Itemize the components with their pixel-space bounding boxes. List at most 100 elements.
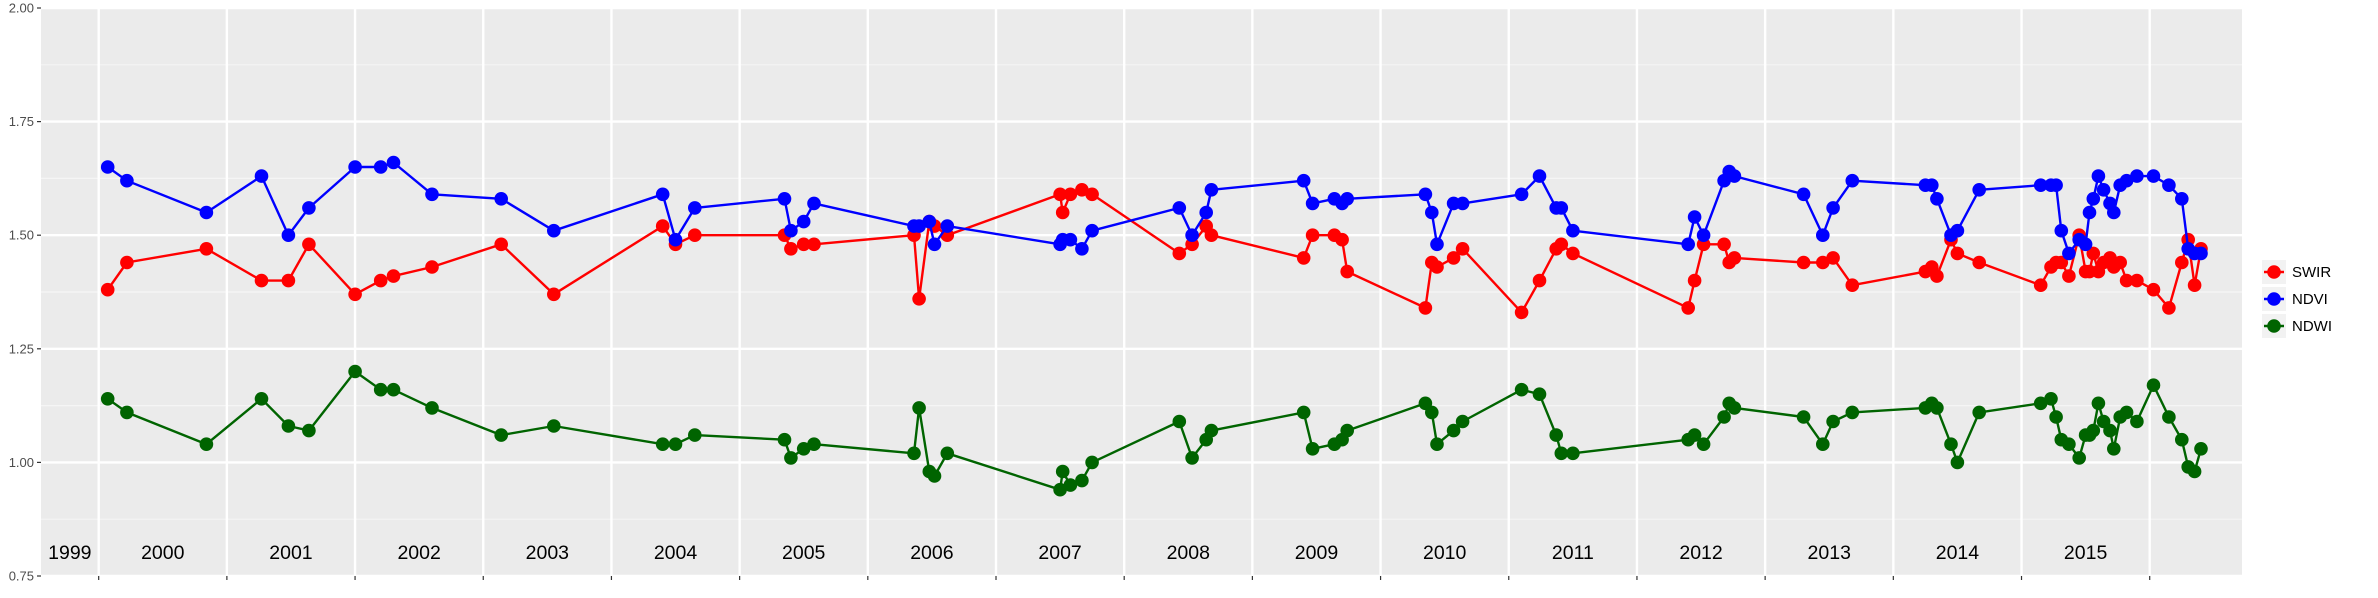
- data-point-swir: [2146, 282, 2161, 297]
- data-point-ndvi: [1826, 201, 1840, 215]
- data-point-ndvi: [302, 201, 316, 215]
- data-point-ndvi: [1430, 237, 1444, 252]
- data-point-ndwi: [1845, 405, 1860, 420]
- year-label: 2014: [1936, 542, 1980, 564]
- data-point-ndwi: [1554, 446, 1569, 461]
- data-point-ndvi: [1418, 187, 1433, 202]
- data-point-swir: [1296, 251, 1311, 265]
- data-point-ndvi: [807, 196, 821, 211]
- data-point-ndvi: [1554, 201, 1569, 215]
- data-point-swir: [1514, 305, 1529, 320]
- legend-key-point: [2267, 265, 2281, 279]
- data-point-ndwi: [348, 364, 362, 379]
- data-point-swir: [1075, 183, 1089, 197]
- data-point-ndvi: [120, 173, 134, 188]
- data-point-ndwi: [912, 401, 926, 415]
- data-point-ndwi: [1085, 455, 1099, 470]
- data-point-swir: [784, 242, 798, 256]
- major-gridlines: [41, 6, 2242, 578]
- data-point-ndwi: [1425, 405, 1439, 420]
- data-point-ndwi: [688, 428, 702, 442]
- data-point-ndwi: [1727, 401, 1742, 415]
- data-point-swir: [1204, 228, 1219, 242]
- data-point-swir: [1681, 301, 1695, 315]
- data-point-swir: [1566, 246, 1580, 261]
- year-label: 2004: [654, 542, 698, 564]
- data-point-swir: [425, 260, 439, 274]
- data-point-ndvi: [2086, 192, 2101, 206]
- data-point-ndwi: [1430, 437, 1444, 452]
- data-point-ndwi: [940, 446, 955, 461]
- data-point-swir: [2054, 255, 2069, 270]
- data-point-ndvi: [2049, 178, 2063, 192]
- legend-key-point: [2267, 319, 2281, 333]
- data-point-ndwi: [2072, 451, 2086, 465]
- year-label: 2008: [1167, 542, 1210, 564]
- data-point-swir: [1554, 237, 1569, 252]
- data-point-ndvi: [1816, 228, 1830, 242]
- data-point-swir: [1455, 242, 1470, 256]
- data-point-ndvi: [1696, 228, 1711, 242]
- data-point-swir: [2130, 273, 2144, 288]
- year-label: 2005: [782, 542, 826, 564]
- data-point-ndvi: [1925, 178, 1939, 192]
- data-point-ndwi: [777, 432, 792, 447]
- data-point-swir: [100, 282, 115, 297]
- year-label: 2002: [397, 542, 440, 564]
- data-point-ndvi: [1566, 223, 1580, 238]
- y-tick-label: 1.00: [9, 455, 34, 470]
- data-point-swir: [1446, 251, 1461, 265]
- data-point-ndvi: [2078, 237, 2093, 252]
- data-point-ndwi: [907, 446, 921, 461]
- data-point-swir: [2086, 246, 2101, 261]
- data-point-ndwi: [425, 401, 439, 415]
- y-tick-label: 2.00: [9, 1, 34, 16]
- data-point-swir: [1727, 251, 1742, 265]
- data-point-ndwi: [1204, 423, 1219, 438]
- data-point-ndvi: [2062, 246, 2076, 261]
- y-tick-label: 0.75: [9, 569, 34, 584]
- data-point-ndvi: [922, 214, 937, 229]
- data-point-swir: [494, 237, 509, 252]
- series-layer: [100, 155, 2208, 497]
- data-point-ndvi: [2096, 183, 2111, 197]
- data-point-swir: [2033, 278, 2048, 293]
- data-point-swir: [2113, 255, 2127, 270]
- x-axis: [98, 576, 2151, 580]
- data-point-ndvi: [425, 187, 439, 202]
- y-tick-label: 1.50: [9, 228, 34, 243]
- data-point-ndwi: [1930, 401, 1944, 415]
- data-point-ndwi: [1796, 410, 1811, 424]
- data-point-ndwi: [1446, 423, 1461, 438]
- data-point-ndvi: [927, 237, 942, 252]
- data-point-ndwi: [120, 405, 134, 420]
- data-point-ndvi: [784, 223, 798, 238]
- data-point-ndwi: [927, 469, 942, 483]
- data-point-ndvi: [912, 219, 926, 233]
- data-point-ndvi: [494, 192, 509, 206]
- data-point-ndvi: [1972, 183, 1986, 197]
- data-point-ndvi: [547, 223, 561, 238]
- legend-label: NDVI: [2292, 291, 2328, 308]
- data-point-ndwi: [1696, 437, 1711, 452]
- data-point-ndwi: [547, 419, 561, 433]
- year-label: 2007: [1038, 542, 1081, 564]
- data-point-ndwi: [1340, 423, 1354, 438]
- data-point-ndvi: [1681, 237, 1695, 252]
- series-ndvi: [100, 155, 2208, 261]
- data-point-ndvi: [373, 160, 388, 174]
- data-point-ndvi: [1425, 205, 1439, 220]
- data-point-swir: [1816, 255, 1830, 270]
- year-labels: 1999 2000 2001 2002 2003 2004 2005 2006 2007 2008…: [48, 542, 2107, 564]
- data-point-ndwi: [1687, 428, 1702, 442]
- data-point-swir: [1418, 301, 1433, 315]
- data-point-ndvi: [2162, 178, 2176, 192]
- data-point-ndvi: [1204, 183, 1219, 197]
- data-point-ndwi: [2044, 392, 2058, 406]
- data-point-ndwi: [2091, 396, 2106, 411]
- data-point-ndvi: [2194, 246, 2208, 261]
- data-point-ndwi: [1717, 410, 1731, 424]
- data-point-ndvi: [100, 160, 115, 174]
